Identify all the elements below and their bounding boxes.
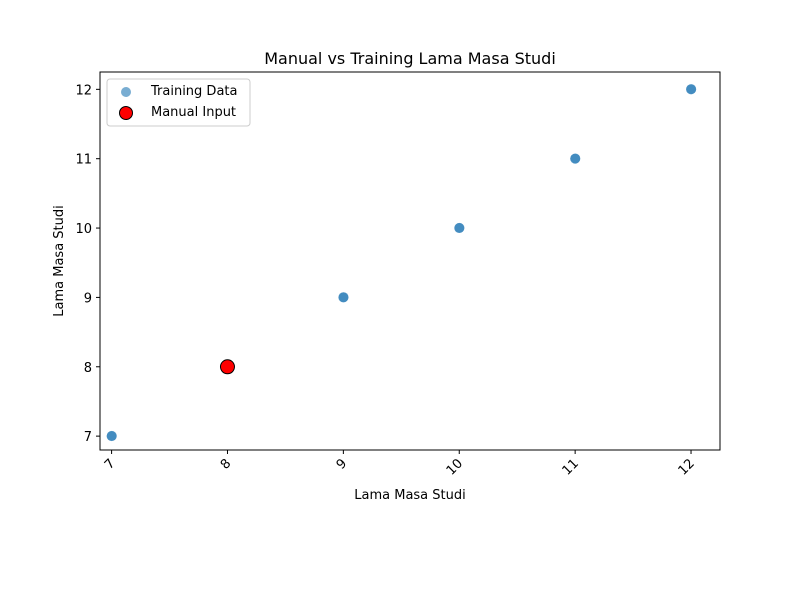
data-points <box>106 84 697 442</box>
x-axis: 7 8 9 10 11 12 <box>102 450 698 479</box>
chart-title: Manual vs Training Lama Masa Studi <box>264 49 556 68</box>
x-tick-label: 10 <box>444 456 466 478</box>
x-tick-label: 7 <box>102 456 118 472</box>
legend-frame <box>106 78 251 127</box>
legend-label-training-data: Training Data <box>150 84 237 99</box>
y-tick-label: 9 <box>84 291 92 306</box>
x-tick-label: 8 <box>218 456 234 472</box>
training-data-point <box>570 153 581 164</box>
training-data-point <box>338 292 349 303</box>
x-tick-label: 12 <box>676 456 698 478</box>
training-data-point <box>454 222 465 233</box>
plot-area-frame <box>99 71 721 451</box>
y-axis: 7 8 9 10 11 12 <box>75 83 100 445</box>
x-axis-label: Lama Masa Studi <box>354 488 465 503</box>
training-data-point <box>106 430 117 441</box>
x-tick-label: 11 <box>560 456 582 478</box>
y-tick-label: 8 <box>84 361 92 376</box>
y-tick-label: 12 <box>75 83 92 98</box>
y-axis-label: Lama Masa Studi <box>52 205 67 316</box>
manual-input-point <box>219 359 235 375</box>
y-tick-label: 11 <box>75 153 92 168</box>
training-data-point <box>686 84 697 95</box>
legend-marker-training-data <box>121 87 131 97</box>
legend-label-manual-input: Manual Input <box>151 105 236 120</box>
y-tick-label: 10 <box>75 222 92 237</box>
y-tick-label: 7 <box>84 430 92 445</box>
x-tick-label: 9 <box>334 456 350 472</box>
legend-marker-manual-input <box>119 106 133 120</box>
legend: Training Data Manual Input <box>106 78 251 127</box>
